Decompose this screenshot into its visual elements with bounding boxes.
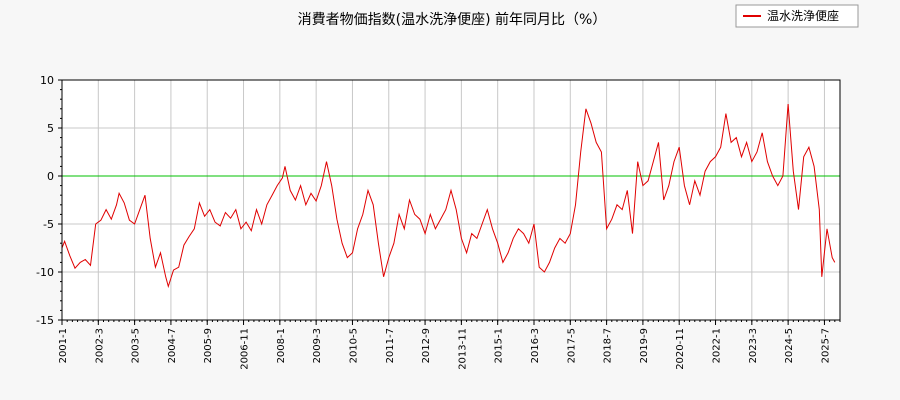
legend-box xyxy=(735,4,859,28)
x-tick-label: 2003-5 xyxy=(131,328,142,363)
x-tick-label: 2012-9 xyxy=(421,328,432,363)
x-tick-label: 2017-5 xyxy=(566,328,577,363)
y-tick-label: -5 xyxy=(43,218,54,231)
plot-area xyxy=(62,80,840,320)
x-tick-label: 2006-11 xyxy=(240,328,251,370)
x-tick-label: 2013-11 xyxy=(457,328,468,370)
y-tick-label: -10 xyxy=(36,266,54,279)
x-tick-label: 2005-9 xyxy=(203,328,214,363)
x-tick-label: 2016-3 xyxy=(530,328,541,363)
x-tick-label: 2010-5 xyxy=(348,328,359,363)
x-tick-label: 2022-1 xyxy=(712,328,723,363)
y-tick-label: 0 xyxy=(47,170,54,183)
y-axis: 10 5 0 -5 -10 -15 xyxy=(36,74,62,327)
x-tick-label: 2011-7 xyxy=(385,328,396,363)
x-tick-label: 2008-1 xyxy=(276,328,287,363)
series-line xyxy=(61,103,836,289)
y-tick-label: 10 xyxy=(40,74,54,87)
x-tick-label: 2001-1 xyxy=(58,328,69,363)
x-tick-label: 2020-11 xyxy=(675,328,686,370)
x-tick-label: 2024-5 xyxy=(784,328,795,363)
x-tick-label: 2002-3 xyxy=(94,328,105,363)
chart-title: 消費者物価指数(温水洗浄便座) 前年同月比（%） xyxy=(298,11,607,28)
legend: 温水洗浄便座 xyxy=(735,4,859,28)
x-tick-label: 2023-3 xyxy=(748,328,759,363)
x-tick-label: 2015-1 xyxy=(494,328,505,363)
x-tick-label: 2019-9 xyxy=(639,328,650,363)
x-tick-label: 2004-7 xyxy=(167,328,178,363)
y-tick-label: -15 xyxy=(36,314,54,327)
y-tick-label: 5 xyxy=(47,122,54,135)
x-tick-label: 2018-7 xyxy=(603,328,614,363)
legend-label: 温水洗浄便座 xyxy=(767,8,839,23)
x-tick-label: 2009-3 xyxy=(312,328,323,363)
x-tick-label: 2025-7 xyxy=(820,328,831,363)
x-axis: 2001-1 2002-3 2003-5 2004-7 2005-9 2006-11 200… xyxy=(58,320,841,370)
